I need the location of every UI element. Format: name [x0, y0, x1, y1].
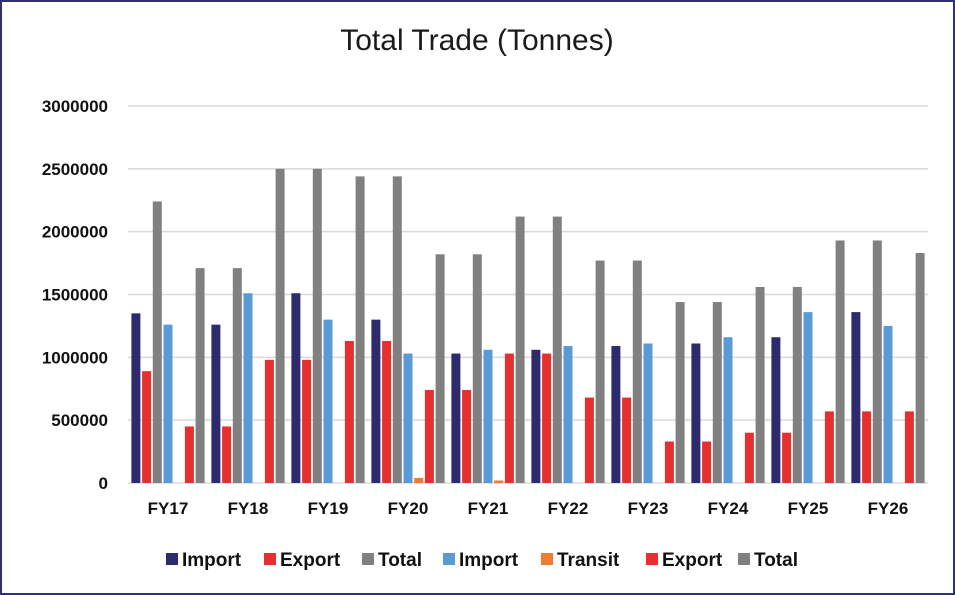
legend-label: Import [182, 550, 242, 571]
legend-label: Transit [557, 550, 620, 571]
bar-fy23-series-1 [622, 397, 632, 483]
bar-fy26-series-0 [851, 312, 861, 483]
legend-swatch [646, 553, 658, 565]
bar-fy17-series-2 [152, 201, 162, 484]
x-tick-label: FY22 [548, 499, 589, 518]
y-tick-label: 2000000 [42, 223, 108, 242]
x-tick-label: FY19 [308, 499, 349, 518]
y-tick-label: 0 [99, 474, 108, 493]
legend: Import Export Total Import Transit Export Tota… [166, 550, 798, 571]
x-tick-label: FY20 [388, 499, 429, 518]
legend-label: Export [662, 550, 723, 571]
bar-fy23-series-3 [643, 343, 653, 483]
bar-fy25-series-1 [782, 432, 792, 483]
bar-fy24-series-3 [723, 337, 733, 483]
x-tick-label: FY18 [228, 499, 269, 518]
bar-fy26-series-3 [883, 325, 893, 483]
legend-swatch [541, 553, 553, 565]
y-tick-label: 3000000 [42, 97, 108, 116]
legend-label: Total [378, 550, 422, 571]
bar-fy24-series-5 [744, 432, 754, 483]
bar-fy17-series-3 [163, 324, 173, 483]
legend-label: Total [754, 550, 798, 571]
y-tick-label: 500000 [51, 411, 108, 430]
bar-fy19-series-3 [323, 319, 333, 483]
bar-fy18-series-3 [243, 293, 253, 483]
legend-swatch [166, 553, 178, 565]
bar-fy20-series-3 [403, 353, 413, 483]
bar-fy24-series-6 [755, 286, 765, 483]
y-tick-label: 2500000 [42, 160, 108, 179]
legend-swatch [443, 553, 455, 565]
bar-fy21-series-2 [472, 254, 482, 483]
bar-fy19-series-6 [355, 176, 365, 483]
bar-fy22-series-5 [584, 397, 594, 483]
bar-fy18-series-1 [222, 426, 232, 483]
y-tick-label: 1000000 [42, 348, 108, 367]
bar-fy23-series-6 [675, 302, 685, 483]
x-tick-label: FY21 [468, 499, 509, 518]
bar-fy17-series-0 [131, 313, 141, 483]
bar-fy21-series-0 [451, 353, 461, 483]
bar-fy17-series-1 [142, 371, 152, 483]
x-tick-label: FY26 [868, 499, 909, 518]
bar-fy19-series-5 [344, 340, 354, 483]
bar-fy25-series-0 [771, 337, 781, 483]
bar-fy22-series-1 [542, 353, 552, 483]
x-tick-label: FY24 [708, 499, 749, 518]
legend-swatch [264, 553, 276, 565]
bar-fy25-series-2 [792, 286, 802, 483]
bar-fy22-series-0 [531, 349, 541, 483]
bar-fy19-series-2 [312, 168, 322, 484]
bar-fy21-series-4 [494, 480, 504, 483]
bar-fy19-series-0 [291, 293, 301, 483]
bar-fy20-series-6 [435, 254, 445, 483]
legend-label: Export [280, 550, 341, 571]
bar-fy26-series-2 [872, 240, 882, 483]
bar-fy21-series-6 [515, 216, 525, 483]
legend-label: Import [459, 550, 519, 571]
bar-fy20-series-5 [424, 390, 434, 483]
bar-fy18-series-6 [275, 168, 285, 484]
bar-fy20-series-2 [392, 176, 402, 483]
x-tick-label: FY23 [628, 499, 669, 518]
y-axis-ticks: 0 500000 1000000 1500000 2000000 2500000 30000… [42, 97, 108, 493]
y-tick-label: 1500000 [42, 286, 108, 305]
x-axis-ticks: FY17 FY18 FY19 FY20 FY21 FY22 FY23 FY24 FY25 FY26 [148, 499, 909, 518]
bar-fy25-series-5 [824, 411, 834, 483]
bar-fy26-series-1 [862, 411, 872, 483]
x-tick-label: FY25 [788, 499, 829, 518]
bar-fy20-series-0 [371, 319, 381, 483]
bars [131, 168, 925, 484]
bar-fy23-series-2 [632, 260, 642, 483]
bar-fy22-series-3 [563, 346, 573, 483]
bar-fy17-series-6 [195, 268, 205, 483]
legend-swatch [362, 553, 374, 565]
bar-fy18-series-5 [264, 359, 274, 483]
bar-fy18-series-0 [211, 324, 221, 483]
bar-fy21-series-5 [504, 353, 514, 483]
bar-fy25-series-3 [803, 312, 813, 483]
bar-fy23-series-0 [611, 346, 621, 483]
bar-fy21-series-1 [462, 390, 472, 483]
bar-fy18-series-2 [232, 268, 242, 483]
bar-fy17-series-5 [184, 426, 194, 483]
bar-fy26-series-5 [904, 411, 914, 483]
chart-title: Total Trade (Tonnes) [340, 24, 613, 57]
legend-swatch [738, 553, 750, 565]
bar-fy22-series-6 [595, 260, 605, 483]
bar-fy21-series-3 [483, 349, 493, 483]
bar-fy20-series-4 [414, 477, 424, 483]
x-tick-label: FY17 [148, 499, 189, 518]
bar-fy24-series-0 [691, 343, 701, 483]
bar-fy24-series-2 [712, 302, 722, 483]
bar-fy22-series-2 [552, 216, 562, 483]
bar-fy26-series-6 [915, 253, 925, 483]
bar-fy25-series-6 [835, 240, 845, 483]
bar-fy23-series-5 [664, 441, 674, 483]
bar-fy20-series-1 [382, 340, 392, 483]
bar-fy24-series-1 [702, 441, 712, 483]
bar-fy19-series-1 [302, 359, 312, 483]
